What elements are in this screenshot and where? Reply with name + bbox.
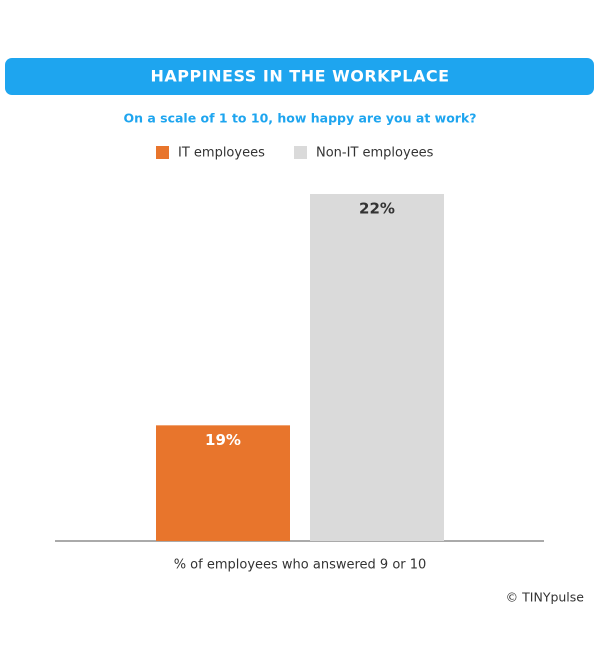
legend-swatch <box>294 146 307 159</box>
chart-title: HAPPINESS IN THE WORKPLACE <box>150 67 449 86</box>
title-banner <box>5 58 594 95</box>
legend-swatch <box>156 146 169 159</box>
bar <box>156 425 290 541</box>
chart-subtitle: On a scale of 1 to 10, how happy are you… <box>123 111 476 126</box>
bar <box>310 194 444 541</box>
legend-label: Non-IT employees <box>316 146 434 161</box>
legend-label: IT employees <box>178 146 265 161</box>
source: © TINYpulse <box>506 590 585 605</box>
x-axis-label: % of employees who answered 9 or 10 <box>174 558 427 573</box>
value-label: 19% <box>205 431 241 449</box>
value-label: 22% <box>359 200 395 218</box>
